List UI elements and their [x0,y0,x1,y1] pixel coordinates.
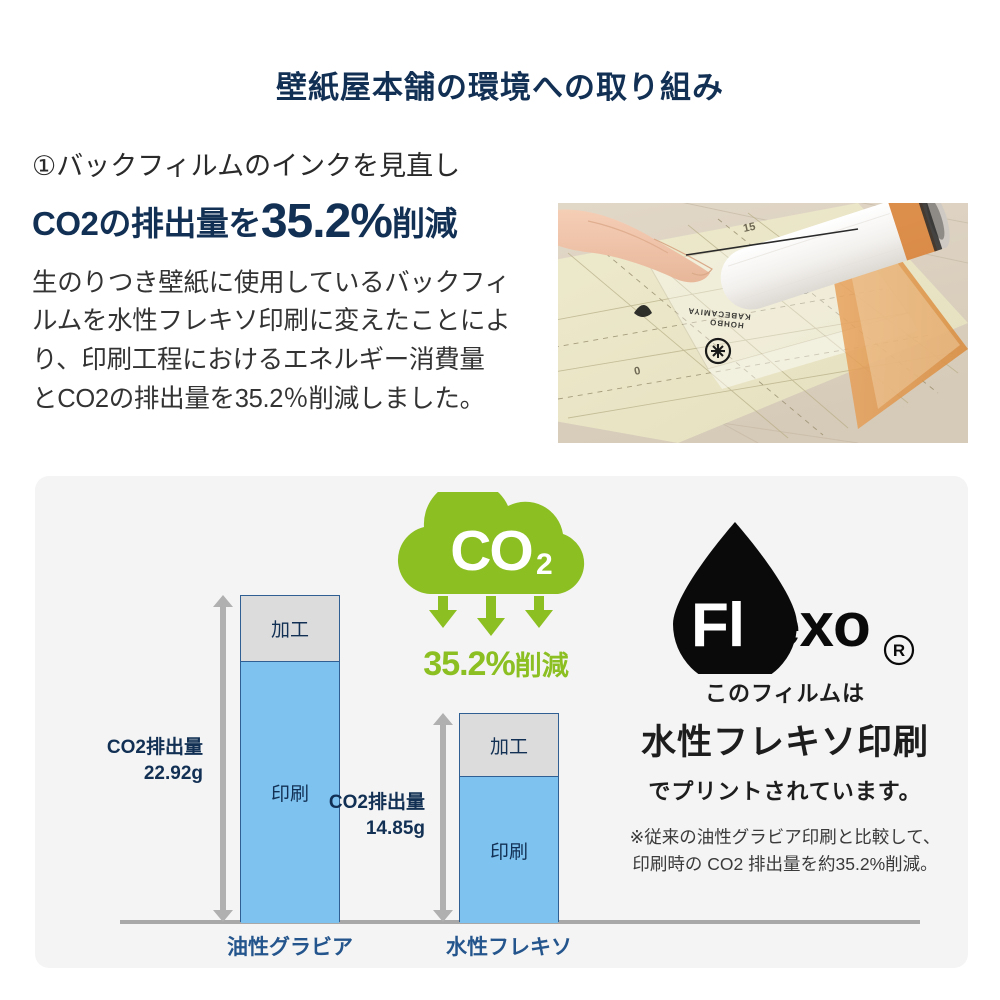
bar2-measure-value: 14.85g [365,817,425,839]
co2-badge: CO 2 35. [386,492,606,692]
co2-cloud-icon: CO 2 [398,492,585,636]
flexo-line-3: でプリントされています。 [648,779,922,804]
intro-body-line: ルムを水性フレキソ印刷に変えたことによ [32,307,511,336]
bar2-measure-caption: CO2排出量 [328,792,425,813]
intro-body-line: り、印刷工程におけるエネルギー消費量 [32,346,485,375]
flexo-line-2: 水性フレキソ印刷 [640,723,929,762]
bar2-segment-printing: 印刷 [460,777,558,923]
bar2-measure-arrow-icon [433,713,453,922]
co2-reduction-value: 35.2% [423,645,515,683]
co2-reduction-suffix: 削減 [514,651,569,681]
svg-text:15: 15 [742,221,756,235]
svg-text:HOHBO: HOHBO [709,317,745,330]
flexo-block: Fl exo R このフィルムは 水性フレキソ印刷 でプリントされています。 ※… [605,514,965,878]
bar1-measure-caption: CO2排出量 [106,737,203,758]
flexo-note: ※従来の油性グラビア印刷と比較して、 印刷時の CO2 排出量を約35.2%削減… [605,824,965,878]
flexo-logo: Fl exo R [605,514,965,674]
svg-text:Fl: Fl [691,591,744,660]
table-row: 加工 印刷 [240,595,340,923]
bar1-segment-printing: 印刷 [241,662,339,923]
svg-text:exo: exo [766,591,870,660]
intro-headline: CO2の排出量を35.2%削減 [32,194,552,249]
flexo-note-line: ※従来の油性グラビア印刷と比較して、 [629,827,941,847]
flexo-line-1: このフィルムは [704,681,866,706]
chart-category-label-2: 水性フレキソ [446,936,572,959]
headline-value: 35.2% [260,195,393,249]
bar1-measure-value: 22.92g [143,762,203,784]
chart-category-label-1: 油性グラビア [227,936,353,959]
page-title: 壁紙屋本舗の環境への取り組み [276,70,724,105]
co2-reduction-label: 35.2%削減 [386,644,606,684]
co2-bar-chart: 加工 印刷 加工 印刷 CO2排出量 22.92g CO2排出量 [35,476,920,968]
bar2-segment-processing: 加工 [460,714,558,777]
water-drop-icon [673,522,797,674]
intro-lead: ①バックフィルムのインクを見直し [32,151,461,181]
bar2-measure-label: CO2排出量 14.85g [297,790,425,841]
intro-body-line: とCO2の排出量を35.2％削減しました。 [32,384,485,413]
svg-text:2: 2 [536,548,553,581]
headline-prefix: CO2の排出量を [32,205,261,243]
bar1-measure-arrow-icon [213,595,233,922]
headline-suffix: 削減 [391,205,458,243]
bar1-measure-label: CO2排出量 22.92g [75,735,203,786]
svg-text:R: R [893,641,905,660]
wallpaper-roll-photo: HOHBO KABECAMIYA 15 10 [558,203,968,443]
comparison-panel: 加工 印刷 加工 印刷 CO2排出量 22.92g CO2排出量 [35,476,968,968]
table-row: 加工 印刷 [459,713,559,923]
svg-text:CO: CO [450,519,532,583]
flexo-note-line: 印刷時の CO2 排出量を約35.2%削減。 [632,854,938,875]
intro-body-line: 生のりつき壁紙に使用しているバックフィ [32,268,510,297]
bar1-segment-processing: 加工 [241,596,339,662]
intro-body: 生のりつき壁紙に使用しているバックフィ ルムを水性フレキソ印刷に変えたことによ … [32,264,552,419]
svg-text:0: 0 [633,365,641,378]
intro-block: ①バックフィルムのインクを見直し CO2の排出量を35.2%削減 生のりつき壁紙… [32,150,552,419]
